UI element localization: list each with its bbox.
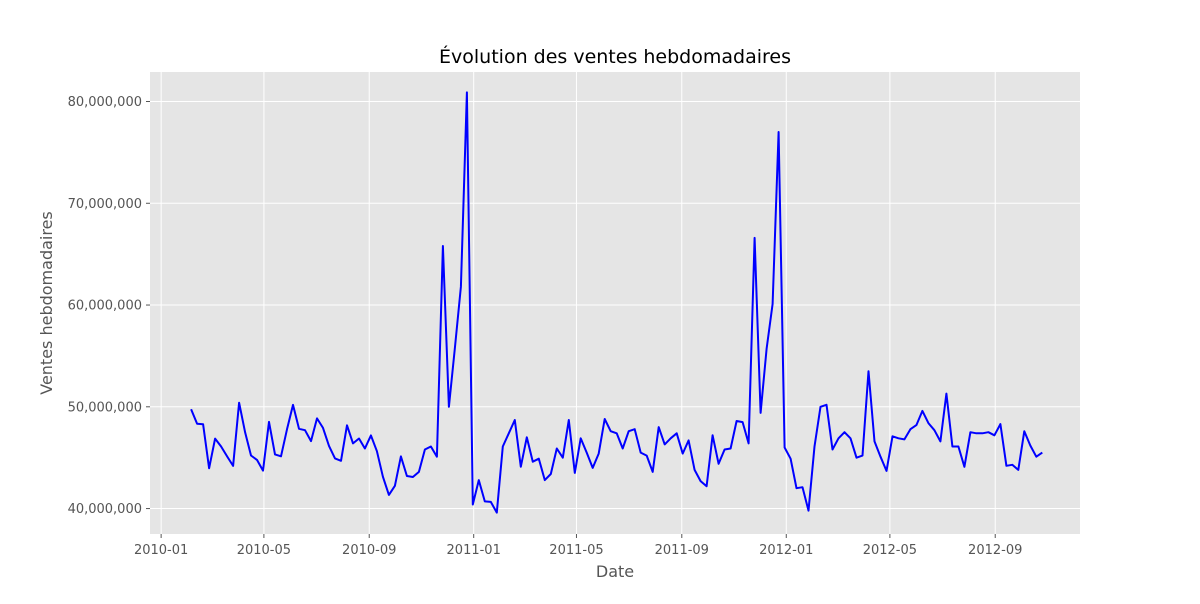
x-tick-label: 2010-01 — [134, 543, 188, 558]
y-tick-label: 40,000,000 — [68, 502, 142, 517]
chart-title: Évolution des ventes hebdomadaires — [439, 45, 791, 68]
x-tick-label: 2010-09 — [342, 543, 396, 558]
x-tick-label: 2012-01 — [759, 543, 813, 558]
plot-background — [150, 72, 1080, 534]
x-tick-label: 2011-05 — [549, 543, 603, 558]
axis-ticks: 2010-01 2010-05 2010-09 2011-01 2011-05 2011-… — [68, 95, 1023, 558]
y-tick-label: 70,000,000 — [68, 197, 142, 212]
y-axis-label: Ventes hebdomadaires — [37, 211, 56, 395]
y-tick-label: 60,000,000 — [68, 299, 142, 314]
y-tick-label: 80,000,000 — [68, 95, 142, 110]
grid — [150, 72, 1080, 534]
series-line — [190, 91, 1043, 514]
y-tick-label: 50,000,000 — [68, 400, 142, 415]
x-tick-label: 2012-05 — [863, 543, 917, 558]
x-tick-label: 2012-09 — [968, 543, 1022, 558]
x-tick-label: 2011-09 — [655, 543, 709, 558]
x-tick-label: 2010-05 — [237, 543, 291, 558]
x-tick-label: 2011-01 — [447, 543, 501, 558]
x-axis-label: Date — [596, 562, 634, 581]
